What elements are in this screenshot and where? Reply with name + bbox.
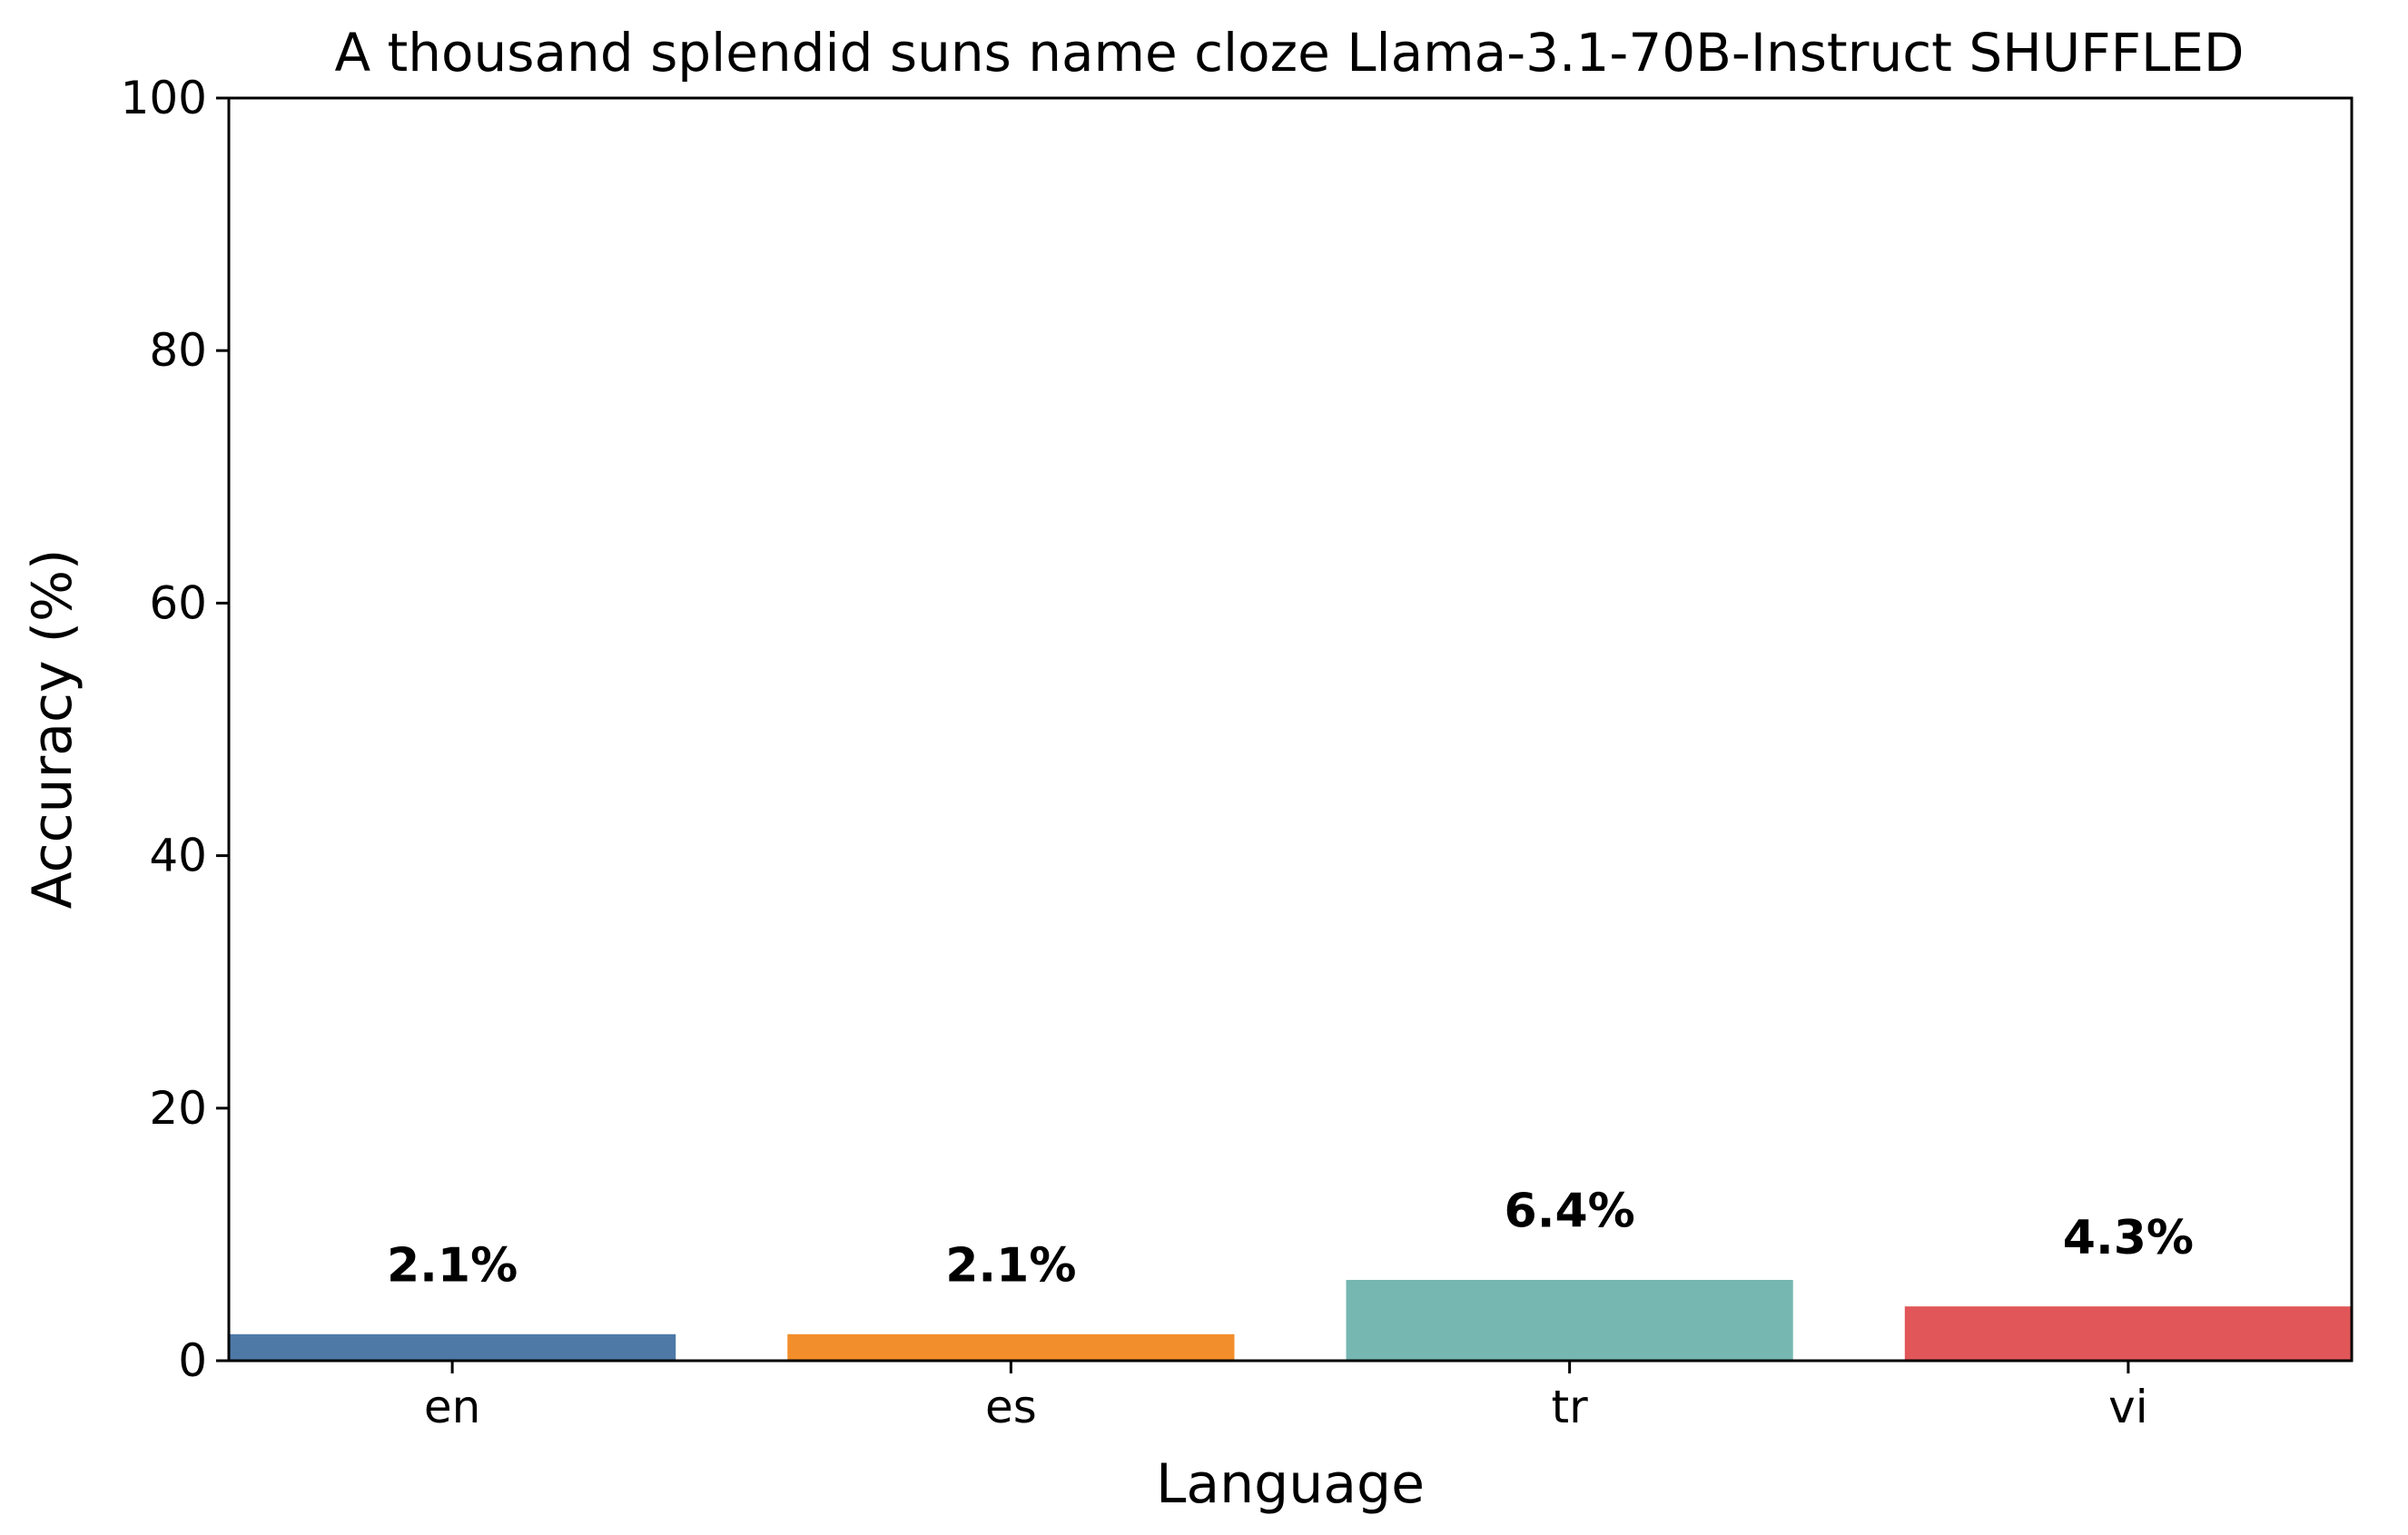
bar-es (787, 1333, 1235, 1361)
x-tick-label-en: en (424, 1381, 480, 1433)
y-axis: 0 20 40 60 80 100 (121, 72, 229, 1387)
data-label-vi: 4.3% (2063, 1211, 2194, 1265)
x-tick-label-vi: vi (2108, 1381, 2147, 1433)
data-label-es: 2.1% (945, 1238, 1076, 1293)
plot-area: 2.1% 2.1% 6.4% 4.3% (229, 1185, 2352, 1361)
x-axis-title: Language (1156, 1452, 1425, 1516)
data-label-tr: 6.4% (1505, 1185, 1635, 1239)
x-tick-label-es: es (985, 1381, 1037, 1433)
y-tick-label: 100 (121, 72, 207, 124)
bar-tr (1346, 1279, 1793, 1361)
y-tick-label: 40 (149, 830, 207, 882)
y-tick-label: 80 (149, 324, 207, 377)
bar-vi (1904, 1306, 2352, 1361)
bar-en (229, 1333, 676, 1361)
y-axis-title: Accuracy (%) (21, 549, 84, 910)
y-tick-label: 0 (178, 1334, 207, 1387)
x-axis: en es tr vi (424, 1361, 2148, 1433)
y-tick-label: 60 (149, 576, 207, 629)
x-tick-label-tr: tr (1552, 1381, 1589, 1433)
data-label-en: 2.1% (387, 1238, 518, 1293)
y-tick-label: 20 (149, 1082, 207, 1135)
chart-title: A thousand splendid suns name cloze Llam… (334, 22, 2244, 84)
plot-frame (227, 96, 2354, 1363)
